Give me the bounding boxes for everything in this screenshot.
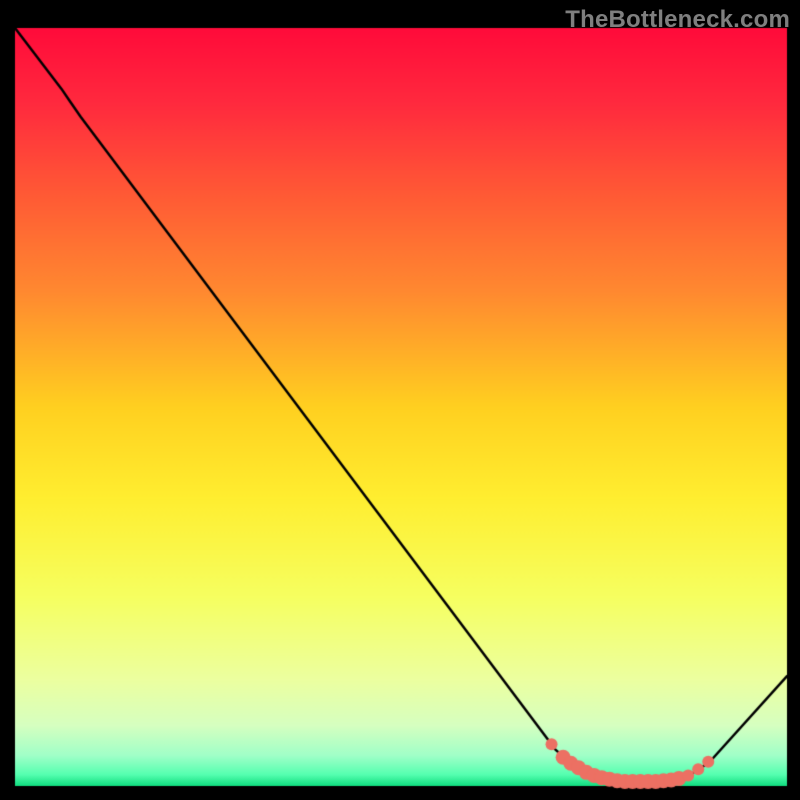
chart-container: TheBottleneck.com xyxy=(0,0,800,800)
watermark-text: TheBottleneck.com xyxy=(565,6,790,34)
bottleneck-chart-canvas xyxy=(0,0,800,800)
